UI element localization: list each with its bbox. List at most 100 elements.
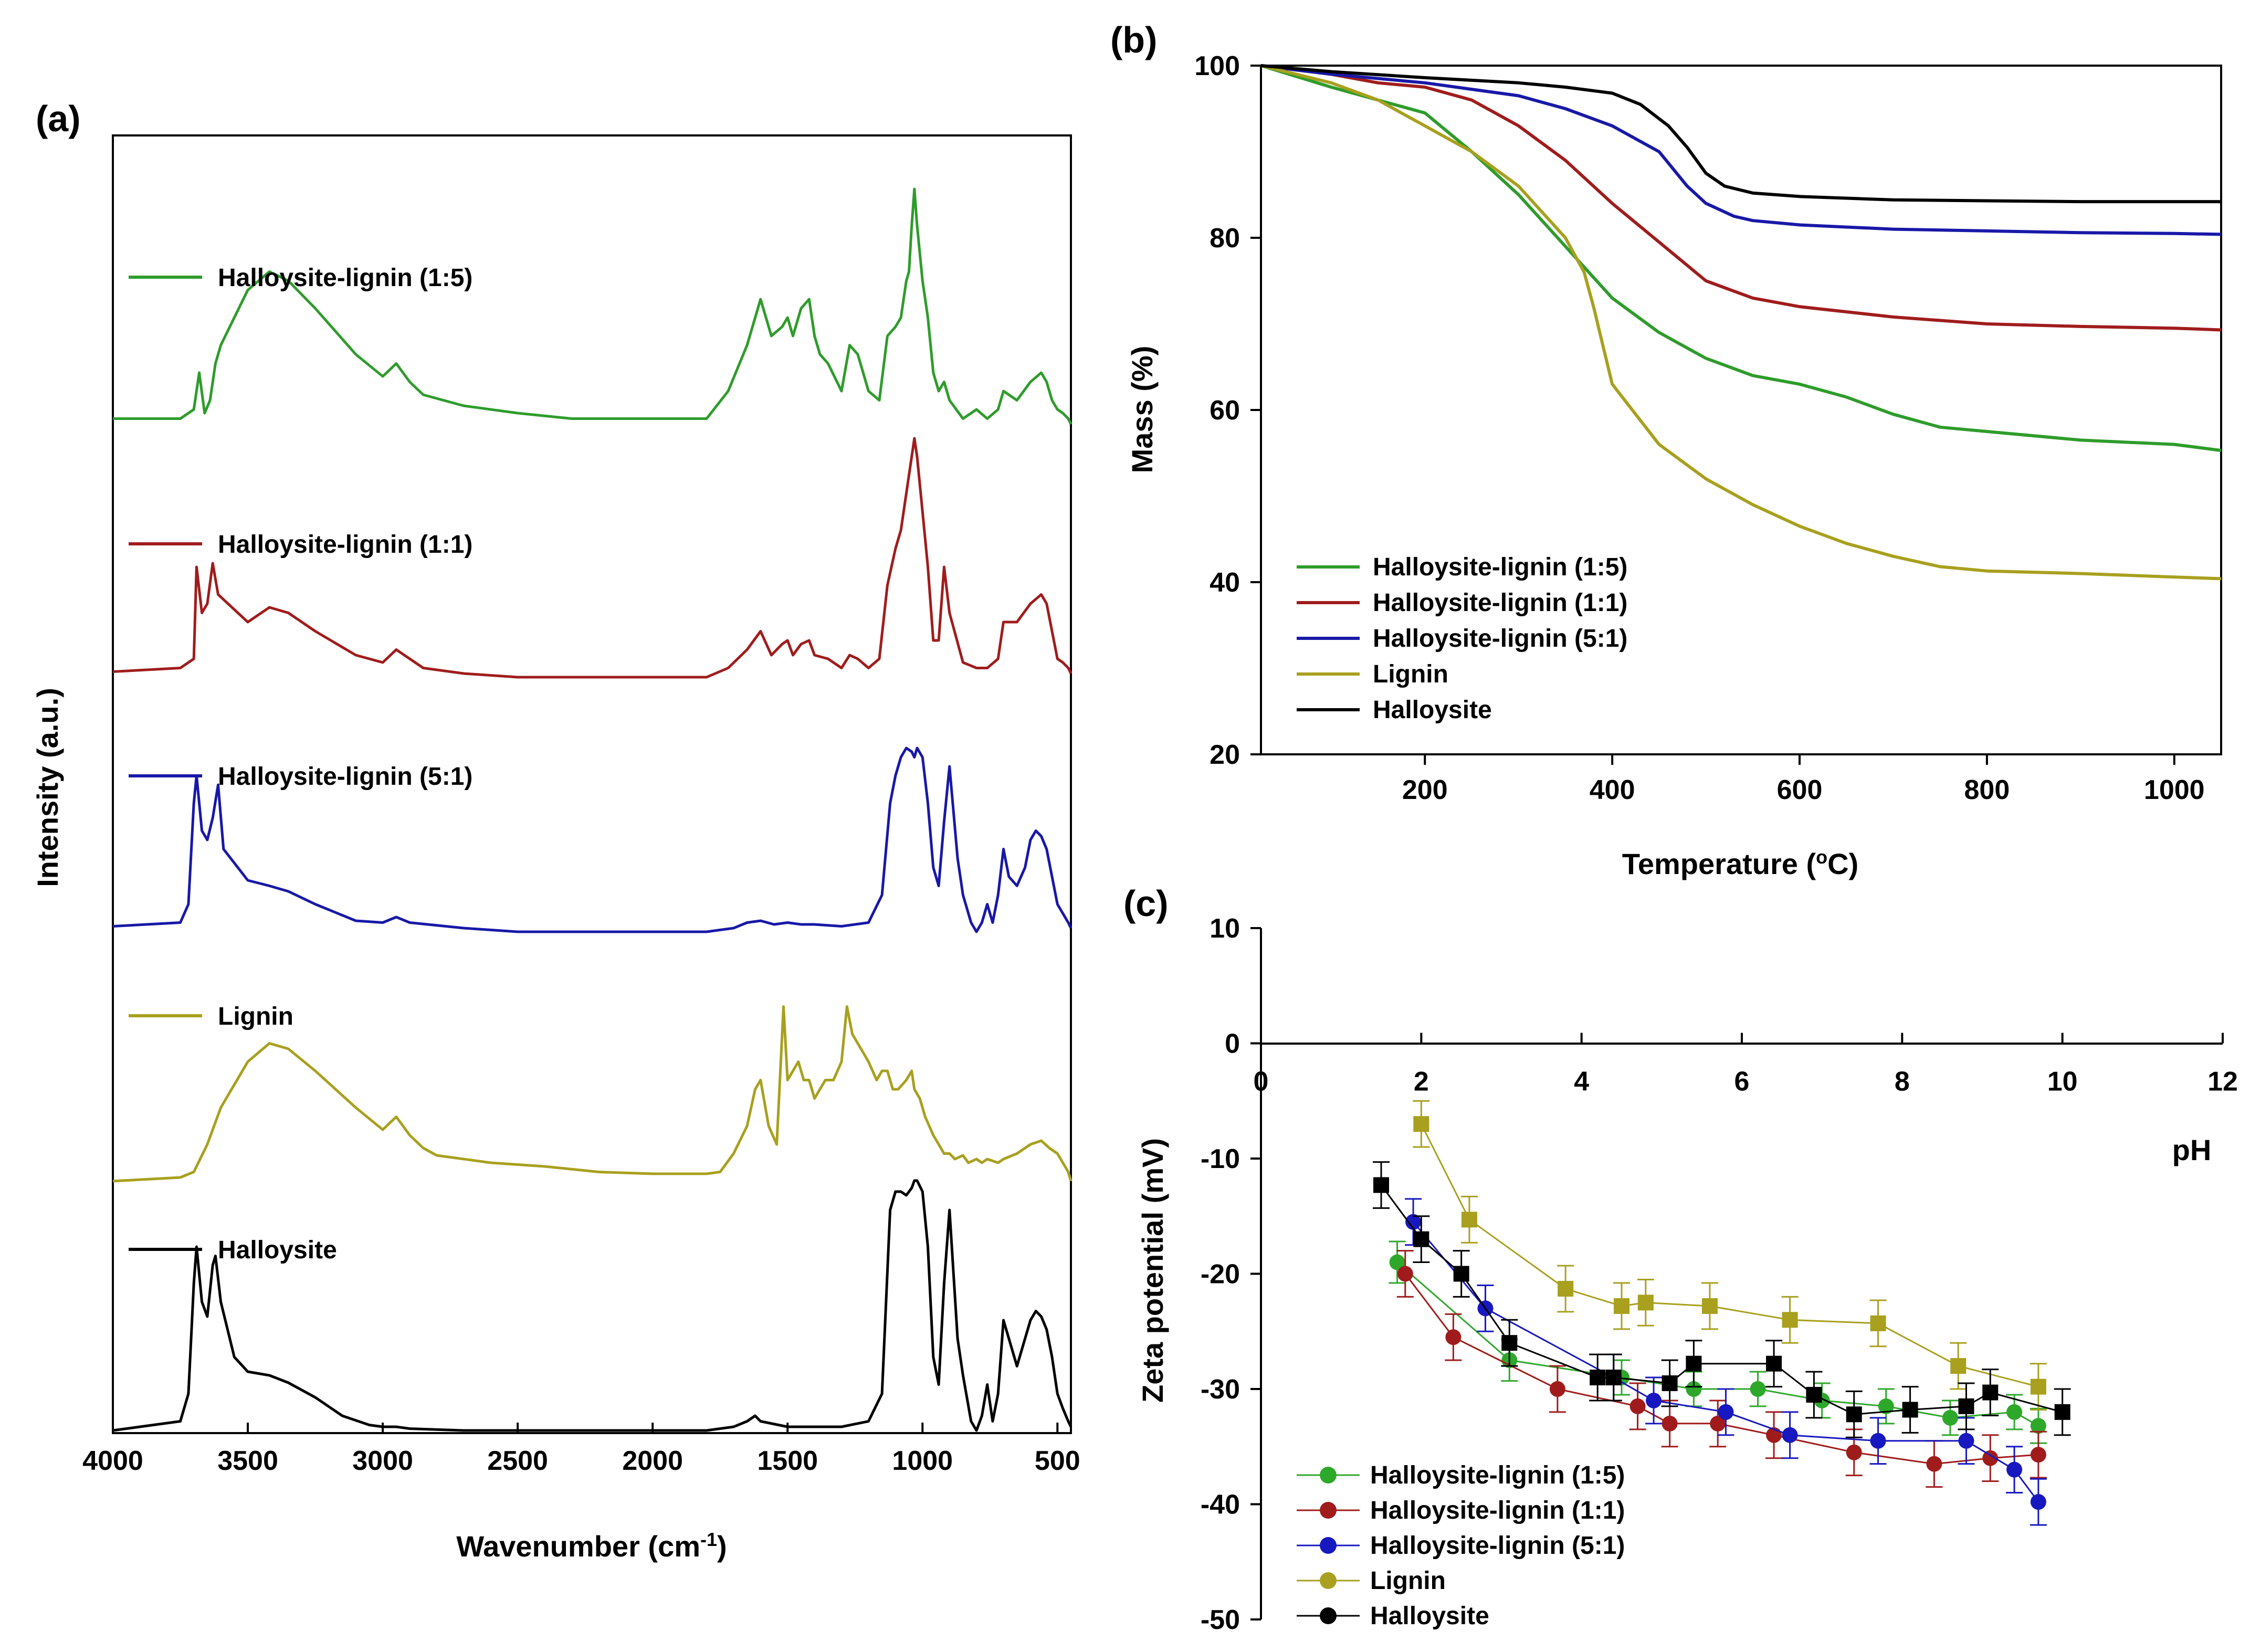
panel-c-point-halloysite bbox=[1806, 1386, 1822, 1403]
panel-c-point-halloysite bbox=[1501, 1335, 1518, 1351]
panel-b-tga: (b) 200 400 600 800 1000 20 40 60 80 100 Halloysi… bbox=[1110, 19, 2222, 880]
panel-a-x-tick-label-3000: 3000 bbox=[352, 1446, 413, 1476]
panel-c-point-halloysite bbox=[2054, 1404, 2070, 1420]
panel-c-point-lignin bbox=[1637, 1295, 1654, 1311]
panel-a-series-group bbox=[112, 187, 1073, 1432]
panel-c-point-halloysite bbox=[1590, 1370, 1606, 1386]
panel-c-point-lignin bbox=[1614, 1298, 1629, 1314]
panel-c-point-halloysite-lignin-1-5 bbox=[1942, 1409, 1958, 1426]
panel-c-point-lignin bbox=[2030, 1379, 2046, 1395]
panel-c-point-halloysite bbox=[1958, 1398, 1974, 1414]
panel-b-legend-label-halloysite: Halloysite bbox=[1373, 696, 1492, 724]
panel-c-point-halloysite-lignin-1-1 bbox=[1926, 1456, 1942, 1472]
panel-c-legend-marker-halloysite-lignin-5-1 bbox=[1320, 1537, 1337, 1554]
panel-c-point-halloysite bbox=[1453, 1266, 1469, 1282]
panel-c-zeta: (c) 0 2 4 6 8 10 12 10 0 -10 -20 -30 -40 -50 Halloysi… bbox=[1123, 883, 2238, 1635]
panel-c-legend-label-halloysite: Halloysite bbox=[1370, 1602, 1489, 1630]
panel-c-point-halloysite-lignin-1-5 bbox=[2030, 1418, 2046, 1434]
panel-b-legend-label-halloysite-lignin-5-1: Halloysite-lignin (5:1) bbox=[1373, 625, 1627, 653]
panel-c-legend-marker-halloysite-lignin-1-1 bbox=[1320, 1502, 1337, 1519]
panel-c-legend-marker-halloysite bbox=[1320, 1607, 1337, 1624]
panel-c-y-tick-label--20: -20 bbox=[1201, 1259, 1240, 1290]
panel-a-series-halloysite-lignin-5-1 bbox=[112, 746, 1073, 933]
panel-c-line-halloysite-lignin-5-1 bbox=[1412, 1221, 2039, 1502]
panel-b-x-axis-degree: o bbox=[1816, 846, 1827, 868]
panel-c-series-halloysite-lignin-1-1 bbox=[1396, 1250, 2047, 1488]
panel-c-legend-label-halloysite-lignin-1-1: Halloysite-lignin (1:1) bbox=[1370, 1497, 1625, 1524]
panel-c-point-lignin bbox=[1870, 1315, 1886, 1331]
panel-c-point-halloysite-lignin-1-1 bbox=[2030, 1447, 2046, 1463]
panel-b-y-tick-label-100: 100 bbox=[1194, 51, 1240, 81]
panel-c-x-tick-label-10: 10 bbox=[2047, 1067, 2078, 1097]
panel-b-label: (b) bbox=[1110, 19, 1157, 60]
panel-a-x-tick-label-1500: 1500 bbox=[757, 1446, 818, 1476]
panel-a-x-tick-label-4000: 4000 bbox=[82, 1446, 143, 1476]
panel-a-x-tick-label-500: 500 bbox=[1035, 1446, 1080, 1476]
panel-a-legend-label-halloysite-lignin-1-1: Halloysite-lignin (1:1) bbox=[218, 531, 472, 559]
panel-c-point-halloysite-lignin-5-1 bbox=[1782, 1427, 1798, 1443]
panel-a-legend-label-lignin: Lignin bbox=[218, 1003, 293, 1030]
panel-c-point-halloysite bbox=[1373, 1177, 1389, 1193]
panel-c-point-halloysite-lignin-1-1 bbox=[1982, 1450, 1999, 1466]
panel-c-series-lignin bbox=[1413, 1100, 2047, 1411]
panel-c-point-halloysite-lignin-1-1 bbox=[1629, 1398, 1646, 1414]
panel-a-x-tick-label-1000: 1000 bbox=[892, 1446, 953, 1476]
panel-c-x-tick-label-8: 8 bbox=[1895, 1067, 1910, 1097]
panel-a-series-halloysite-lignin-1-5 bbox=[113, 187, 1073, 425]
panel-c-label: (c) bbox=[1123, 883, 1169, 924]
panel-b-legend-label-halloysite-lignin-1-5: Halloysite-lignin (1:5) bbox=[1373, 553, 1627, 581]
panel-c-point-halloysite-lignin-1-5 bbox=[1878, 1398, 1894, 1414]
panel-c-y-axis-title: Zeta potential (mV) bbox=[1136, 1138, 1169, 1403]
panel-c-point-lignin bbox=[1950, 1358, 1967, 1374]
panel-c-series-group bbox=[1373, 1100, 2071, 1526]
panel-a-series-halloysite bbox=[112, 1179, 1073, 1432]
panel-a-plot-frame bbox=[112, 134, 1072, 1434]
panel-b-series-group bbox=[1260, 64, 2222, 581]
panel-b-series-halloysite bbox=[1260, 64, 2221, 204]
panel-a-x-axis-title: Wavenumber (cm-1) bbox=[456, 1529, 727, 1563]
panel-a-y-axis-title: Intensity (a.u.) bbox=[31, 688, 64, 887]
panel-a-legend-label-halloysite-lignin-5-1: Halloysite-lignin (5:1) bbox=[218, 763, 472, 791]
panel-a-legend-label-halloysite: Halloysite bbox=[218, 1236, 337, 1264]
panel-c-x-tick-label-4: 4 bbox=[1574, 1067, 1589, 1097]
panel-b-legend-label-lignin: Lignin bbox=[1373, 660, 1448, 688]
panel-c-point-halloysite-lignin-5-1 bbox=[1718, 1404, 1734, 1420]
panel-b-x-axis-unit: C) bbox=[1827, 847, 1858, 880]
panel-c-point-halloysite-lignin-5-1 bbox=[1958, 1433, 1974, 1449]
panel-b-y-tick-label-20: 20 bbox=[1210, 740, 1240, 770]
panel-c-ticks: 0 2 4 6 8 10 12 10 0 -10 -20 -30 -40 -50 bbox=[1201, 913, 2238, 1635]
panel-c-y-tick-label--10: -10 bbox=[1201, 1144, 1240, 1174]
panel-b-series-lignin bbox=[1260, 64, 2222, 581]
panel-b-x-tick-label-1000: 1000 bbox=[2144, 775, 2205, 805]
panel-a-legend: Halloysite-lignin (1:5) Halloysite-lignin… bbox=[129, 264, 472, 1264]
panel-c-x-tick-label-6: 6 bbox=[1734, 1067, 1750, 1097]
panel-a-label: (a) bbox=[36, 98, 81, 139]
panel-c-point-halloysite-lignin-1-5 bbox=[2006, 1404, 2023, 1420]
panel-b-x-tick-label-400: 400 bbox=[1590, 775, 1635, 805]
panel-c-point-halloysite-lignin-1-5 bbox=[1686, 1381, 1702, 1397]
panel-c-point-halloysite-lignin-1-5 bbox=[1389, 1254, 1405, 1270]
panel-c-y-tick-label-0: 0 bbox=[1225, 1029, 1240, 1059]
panel-c-line-lignin bbox=[1420, 1123, 2039, 1388]
panel-c-point-halloysite-lignin-1-1 bbox=[1549, 1381, 1565, 1397]
panel-a-legend-label-halloysite-lignin-1-5: Halloysite-lignin (1:5) bbox=[218, 264, 472, 292]
panel-c-point-lignin bbox=[1558, 1281, 1574, 1297]
panel-c-point-halloysite-lignin-1-1 bbox=[1662, 1415, 1678, 1432]
panel-c-legend-label-lignin: Lignin bbox=[1370, 1567, 1446, 1595]
panel-c-point-halloysite-lignin-5-1 bbox=[1646, 1392, 1662, 1408]
panel-c-point-halloysite-lignin-1-1 bbox=[1397, 1266, 1413, 1282]
panel-c-point-halloysite-lignin-5-1 bbox=[1870, 1433, 1886, 1449]
panel-c-point-halloysite bbox=[1902, 1402, 1918, 1418]
panel-a-x-tick-label-2500: 2500 bbox=[487, 1446, 548, 1476]
panel-c-legend-marker-halloysite-lignin-1-5 bbox=[1320, 1467, 1337, 1483]
panel-b-y-tick-label-40: 40 bbox=[1210, 567, 1240, 598]
panel-b-series-halloysite-lignin-5-1 bbox=[1260, 64, 2222, 236]
panel-b-series-halloysite-lignin-1-1 bbox=[1260, 64, 2222, 332]
panel-c-legend-marker-lignin bbox=[1320, 1572, 1337, 1589]
panel-c-point-halloysite bbox=[1686, 1355, 1702, 1372]
panel-c-point-halloysite-lignin-1-1 bbox=[1846, 1444, 1862, 1460]
panel-c-point-halloysite-lignin-5-1 bbox=[2030, 1494, 2046, 1510]
panel-a-x-ticks: 4000 3500 3000 2500 2000 1500 1000 500 bbox=[82, 1423, 1080, 1476]
panel-b-y-axis-title: Mass (%) bbox=[1126, 346, 1159, 473]
panel-b-series-halloysite-lignin-1-5 bbox=[1260, 64, 2222, 453]
